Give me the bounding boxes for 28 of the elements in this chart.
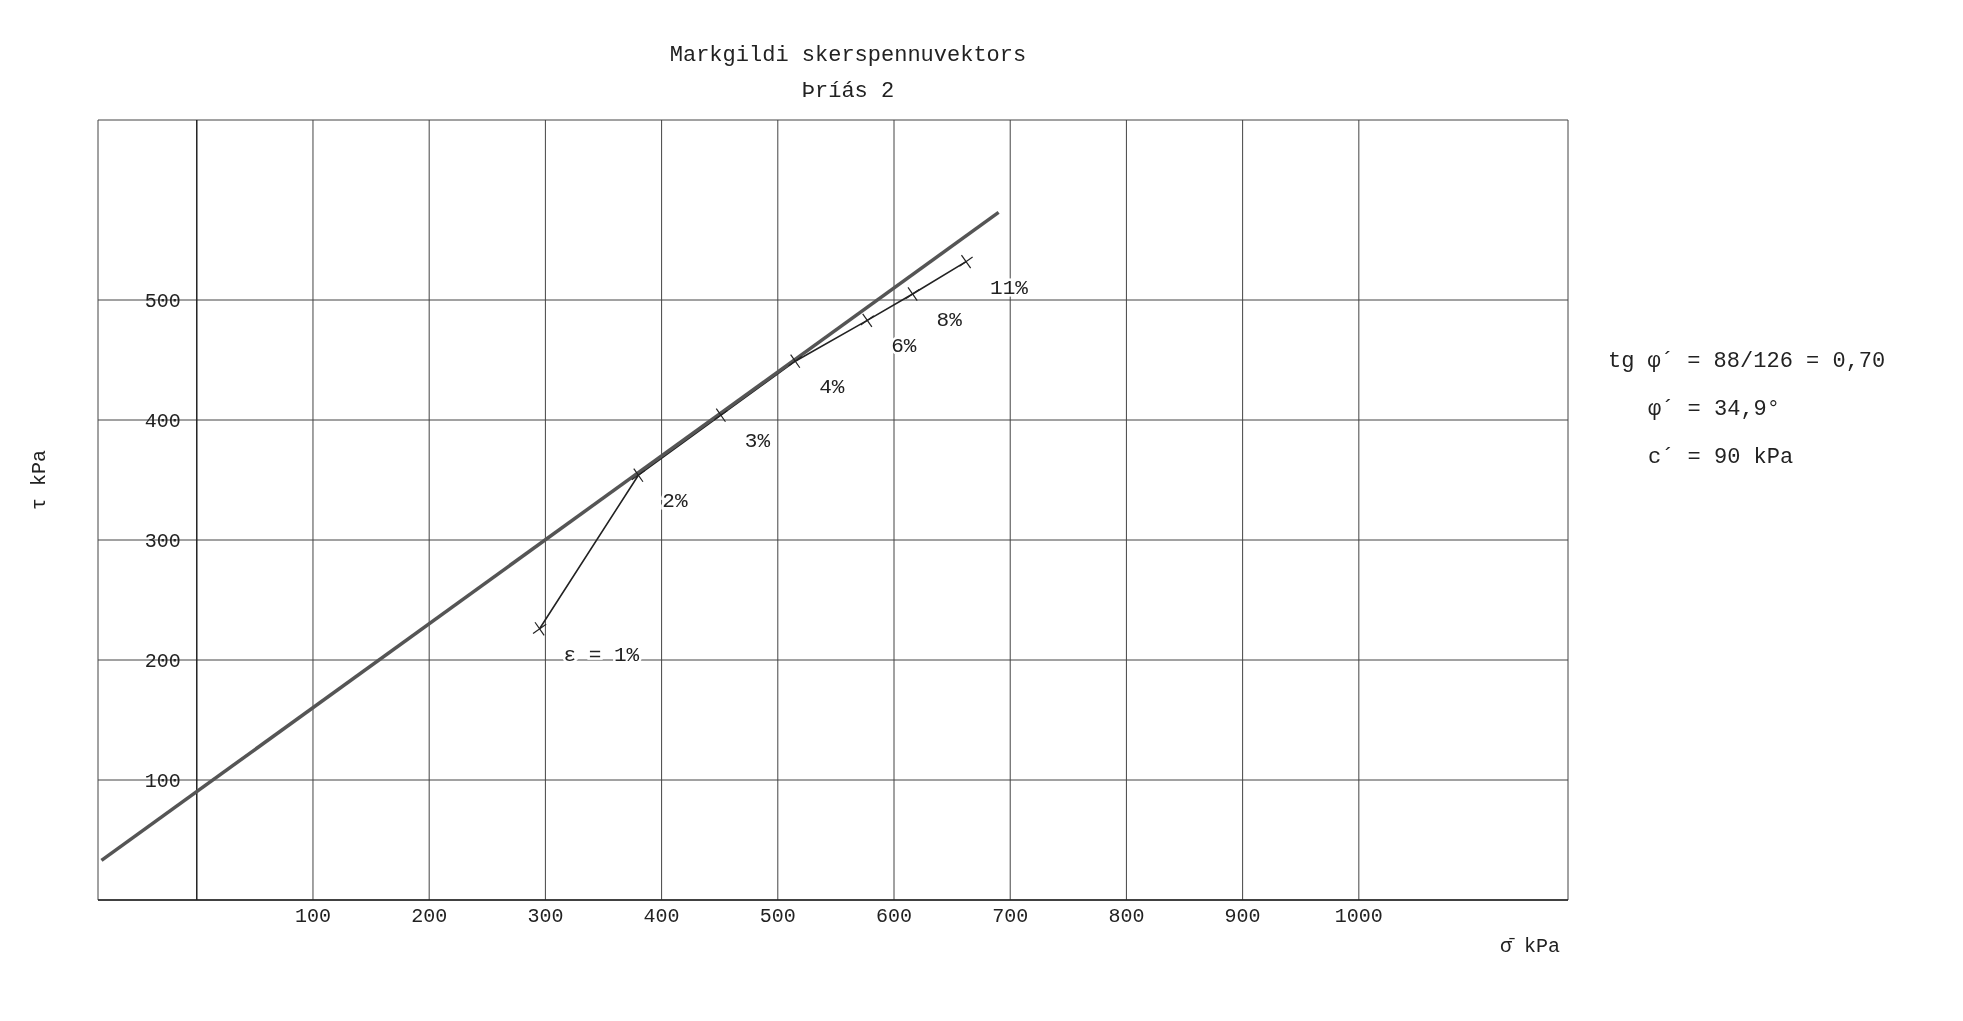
y-tick-label: 500 xyxy=(144,290,181,313)
chart-title: Markgildi skerspennuvektors xyxy=(668,42,1028,70)
annotation: 6% xyxy=(891,335,917,359)
chart-subtitle: Þríás 2 xyxy=(800,78,896,106)
x-tick-label: 900 xyxy=(1224,905,1261,929)
x-tick-label: 600 xyxy=(876,905,913,929)
x-tick-label: 500 xyxy=(759,905,796,929)
x-tick-label: 800 xyxy=(1108,905,1145,929)
y-tick-label: 100 xyxy=(144,770,181,793)
x-tick-label: 200 xyxy=(411,905,448,929)
annotation: 3% xyxy=(744,430,771,454)
text: φ´ = 34,9° xyxy=(1647,396,1782,424)
annotation: 2% xyxy=(662,490,688,514)
x-tick-label: 700 xyxy=(992,905,1029,929)
x-axis-title: σ̄ kPa xyxy=(1499,935,1560,958)
y-tick-label: 200 xyxy=(144,650,181,673)
text: tg φ´ = 88/126 = 0,70 xyxy=(1608,348,1886,376)
text: c´ = 90 kPa xyxy=(1647,444,1795,472)
y-tick-label: 300 xyxy=(144,530,181,553)
x-tick-label: 300 xyxy=(527,905,564,929)
annotation: 8% xyxy=(936,309,963,332)
annotation: 4% xyxy=(819,376,845,400)
y-tick-label: 400 xyxy=(144,410,181,433)
x-tick-label: 1000 xyxy=(1334,905,1383,929)
annotation: ε = 1% xyxy=(563,643,640,667)
y-axis-title: τ kPa xyxy=(28,449,52,510)
x-tick-label: 400 xyxy=(643,905,680,929)
x-tick-label: 100 xyxy=(294,905,331,929)
